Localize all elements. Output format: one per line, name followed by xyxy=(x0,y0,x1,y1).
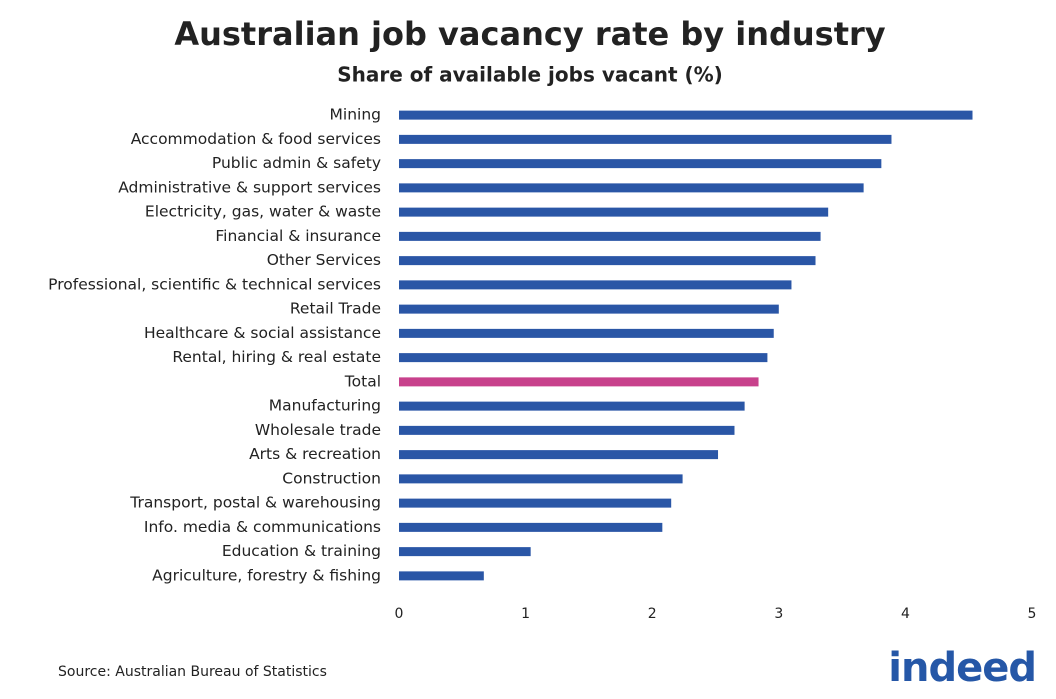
y-tick-label: Electricity, gas, water & waste xyxy=(145,203,381,221)
bar xyxy=(399,207,829,217)
bar xyxy=(399,450,719,460)
y-tick-label: Total xyxy=(344,372,381,390)
y-tick-label: Construction xyxy=(282,469,381,487)
x-tick-label: 5 xyxy=(1028,606,1037,622)
y-tick-label: Public admin & safety xyxy=(212,154,381,172)
y-tick-label: Accommodation & food services xyxy=(131,130,381,148)
y-tick-label: Rental, hiring & real estate xyxy=(172,348,381,366)
bar xyxy=(399,110,973,120)
logo: indeed xyxy=(888,645,1036,691)
y-tick-label: Manufacturing xyxy=(269,397,381,415)
bar xyxy=(399,571,484,581)
bar xyxy=(399,377,759,387)
bar xyxy=(399,256,816,266)
bar xyxy=(399,522,663,532)
bar xyxy=(399,183,864,193)
y-tick-label: Agriculture, forestry & fishing xyxy=(152,566,381,584)
x-tick-label: 1 xyxy=(521,606,530,622)
y-tick-label: Info. media & communications xyxy=(144,518,381,536)
y-tick-label: Mining xyxy=(330,106,381,124)
bar xyxy=(399,474,683,484)
bar xyxy=(399,134,892,144)
x-tick-label: 3 xyxy=(774,606,783,622)
y-tick-label: Professional, scientific & technical ser… xyxy=(48,275,381,293)
y-tick-label: Arts & recreation xyxy=(249,445,381,463)
y-tick-label: Other Services xyxy=(267,251,381,269)
y-tick-label: Healthcare & social assistance xyxy=(144,324,381,342)
chart-subtitle: Share of available jobs vacant (%) xyxy=(337,63,723,87)
bar xyxy=(399,353,768,363)
bar xyxy=(399,280,792,290)
bar xyxy=(399,231,821,241)
y-tick-label: Education & training xyxy=(222,542,381,560)
bar xyxy=(399,547,531,557)
bar xyxy=(399,401,745,411)
bar xyxy=(399,498,672,508)
y-tick-label: Transport, postal & warehousing xyxy=(129,494,381,512)
y-tick-label: Administrative & support services xyxy=(118,178,381,196)
y-tick-label: Financial & insurance xyxy=(215,227,381,245)
bar xyxy=(399,304,779,314)
x-tick-label: 0 xyxy=(395,606,404,622)
y-tick-label: Wholesale trade xyxy=(255,421,381,439)
y-tick-label: Retail Trade xyxy=(290,300,381,318)
source-note: Source: Australian Bureau of Statistics xyxy=(58,664,327,680)
bar xyxy=(399,159,882,169)
chart-title: Australian job vacancy rate by industry xyxy=(174,15,885,53)
bar xyxy=(399,425,735,435)
x-tick-label: 4 xyxy=(901,606,910,622)
x-tick-label: 2 xyxy=(648,606,657,622)
bar xyxy=(399,328,774,338)
